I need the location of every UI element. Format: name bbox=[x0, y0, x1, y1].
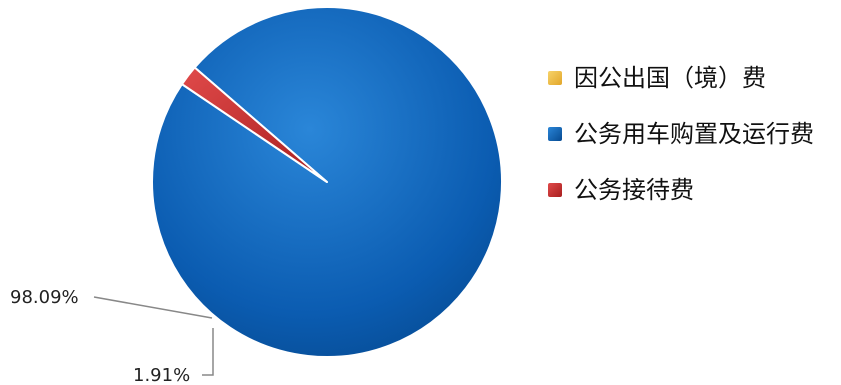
leader-line-1-91 bbox=[202, 328, 213, 375]
data-label-98: 98.09% bbox=[10, 287, 79, 308]
legend-swatch-blue bbox=[548, 127, 562, 141]
pie-slices bbox=[152, 7, 502, 357]
legend-label-overseas-travel: 因公出国（境）费 bbox=[574, 66, 766, 90]
legend: 因公出国（境）费 公务用车购置及运行费 公务接待费 bbox=[548, 50, 814, 218]
legend-item-overseas-travel: 因公出国（境）费 bbox=[548, 50, 814, 106]
legend-swatch-yellow bbox=[548, 71, 562, 85]
leader-line-98 bbox=[94, 297, 212, 318]
legend-item-reception: 公务接待费 bbox=[548, 162, 814, 218]
data-label-1-91: 1.91% bbox=[133, 365, 190, 385]
legend-label-reception: 公务接待费 bbox=[574, 178, 694, 202]
legend-item-vehicle: 公务用车购置及运行费 bbox=[548, 106, 814, 162]
legend-label-vehicle: 公务用车购置及运行费 bbox=[574, 122, 814, 146]
legend-swatch-red bbox=[548, 183, 562, 197]
data-labels: 98.09% 1.91% bbox=[10, 287, 213, 385]
